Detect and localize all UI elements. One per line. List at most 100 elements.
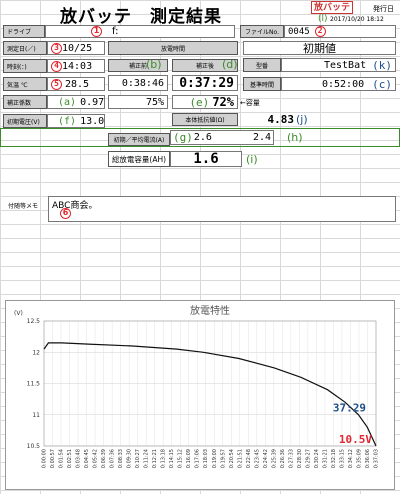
x-tick-label: 0:33:15: [339, 449, 345, 468]
correction-coef-field[interactable]: (a) 0.97: [47, 95, 105, 109]
file-no-label: ファイルNo.: [240, 25, 284, 38]
total-capacity-field[interactable]: 1.6: [170, 151, 242, 167]
time-value: 14:03: [62, 60, 93, 72]
current-field[interactable]: (g) 2.6 2.4: [170, 130, 274, 145]
temperature-field[interactable]: 5 28.5: [47, 77, 105, 91]
x-tick-label: 0:26:36: [280, 449, 286, 468]
capacity-percent-value: 72%: [212, 95, 234, 109]
correction-coef-value: 0.97: [80, 96, 105, 108]
marker-6: 6: [60, 208, 71, 219]
x-tick-label: 0:05:42: [93, 449, 99, 468]
y-tick-label: 12.5: [27, 318, 41, 325]
datetime-marker: (l): [318, 14, 328, 24]
plot-area: [43, 320, 377, 447]
x-tick-label: 0:07:36: [110, 449, 116, 468]
percent-field[interactable]: 75%: [108, 95, 168, 109]
marker-2: 2: [314, 26, 326, 37]
post-correction-field[interactable]: 0:37:29: [172, 75, 238, 91]
marker-1: 1: [91, 26, 102, 37]
y-tick-label: 11: [32, 412, 40, 419]
x-tick-label: 0:28:30: [297, 449, 303, 468]
initial-voltage-label: 初期電圧(V): [3, 114, 47, 128]
y-tick-label: 10.5: [27, 443, 41, 450]
average-current-value: 2.4: [252, 132, 271, 143]
file-number-field[interactable]: 0045 2: [284, 25, 396, 38]
memo-value: ABC商会。: [52, 201, 98, 211]
model-field[interactable]: TestBat (k): [281, 58, 396, 72]
marker-i: (i): [246, 153, 258, 166]
x-tick-label: 0:19:00: [212, 449, 218, 468]
x-tick-label: 0:03:48: [76, 449, 82, 468]
resistance-field[interactable]: 4.83: [238, 113, 296, 126]
x-tick-label: 0:29:27: [305, 449, 311, 468]
discharge-chart: 放電特性 (V) 12.5 12 11.5 11 10.5 0:00:00 0:00:57 0:0…: [5, 300, 395, 490]
x-tick-label: 0:34:12: [348, 449, 354, 468]
chart-title: 放電特性: [190, 304, 230, 317]
time-field[interactable]: 4 14:03: [47, 59, 105, 73]
x-tick-label: 0:18:03: [203, 449, 209, 468]
x-tick-label: 0:02:51: [67, 449, 73, 468]
x-tick-label: 0:19:57: [220, 449, 226, 468]
pre-correction-field[interactable]: 0:38:46: [108, 75, 168, 91]
drive-label: ドライブ: [3, 25, 45, 38]
x-tick-label: 0:27:33: [288, 449, 294, 468]
total-capacity-label: 総放電容量(AH): [108, 151, 170, 167]
drive-field[interactable]: 1 f:: [45, 25, 235, 38]
x-tick-label: 0:30:24: [314, 449, 320, 468]
x-tick-label: 0:22:48: [246, 449, 252, 468]
resistance-label: 本体抵抗値(Ω): [172, 113, 238, 126]
x-tick-label: 0:13:18: [161, 449, 167, 468]
x-tick-label: 0:32:18: [331, 449, 337, 468]
x-tick-label: 0:12:21: [152, 449, 158, 468]
x-tick-label: 0:31:21: [322, 449, 328, 468]
total-capacity-value: 1.6: [193, 151, 219, 167]
file-number-value: 0045: [288, 26, 310, 37]
x-tick-label: 0:04:45: [84, 449, 90, 468]
x-tick-label: 0:14:15: [169, 449, 175, 468]
x-tick-label: 0:01:54: [59, 449, 65, 468]
temperature-value: 28.5: [65, 78, 90, 90]
cutoff-annotation: 10.5V: [339, 433, 372, 446]
date-field[interactable]: 3 10/25: [47, 41, 105, 55]
base-time-field[interactable]: 0:52:00 (c): [281, 77, 396, 91]
temperature-label: 気温 ℃: [3, 77, 47, 91]
issue-date-label: 発行日: [373, 5, 394, 13]
x-tick-label: 0:24:42: [263, 449, 269, 468]
post-correction-value: 0:37:29: [179, 75, 234, 91]
marker-h: (h): [287, 131, 303, 144]
base-time-value: 0:52:00: [321, 78, 365, 90]
x-tick-label: 0:37:03: [374, 449, 380, 468]
current-label: 初期／平均電流(A): [108, 133, 170, 146]
initial-values-header: 初期値: [243, 41, 396, 55]
memo-label: 付随等メモ: [8, 203, 39, 210]
x-tick-label: 0:25:39: [271, 449, 277, 468]
marker-f: (f): [58, 115, 77, 127]
x-tick-label: 0:36:06: [365, 449, 371, 468]
marker-d: (d): [222, 58, 238, 71]
initial-current-value: 2.6: [193, 132, 212, 143]
marker-4: 4: [51, 60, 62, 72]
date-label: 測定日(／): [3, 41, 47, 55]
x-tick-label: 0:20:54: [229, 449, 235, 468]
x-tick-label: 0:09:30: [127, 449, 133, 468]
memo-field[interactable]: ABC商会。: [48, 196, 396, 222]
resistance-value: 4.83: [267, 113, 295, 126]
discharge-time-header: 放電時間: [108, 41, 238, 55]
x-tick-label: 0:06:39: [101, 449, 107, 468]
pre-correction-value: 0:38:46: [121, 77, 164, 89]
x-tick-label: 0:10:27: [135, 449, 141, 468]
issue-datetime: 2017/10/20 18:12: [330, 16, 384, 23]
marker-3: 3: [51, 42, 62, 54]
marker-j: (j): [296, 113, 308, 126]
capacity-percent-field[interactable]: (e) 72%: [172, 95, 238, 109]
model-value: TestBat: [323, 59, 367, 71]
x-tick-label: 0:15:12: [178, 449, 184, 468]
marker-g: (g): [173, 131, 193, 144]
initial-voltage-field[interactable]: (f) 13.06: [47, 114, 105, 128]
x-tick-label: 0:23:45: [254, 449, 260, 468]
y-axis-label: (V): [14, 310, 23, 317]
initial-voltage-value: 13.06: [80, 115, 105, 127]
pre-correction-label: 補正前: [108, 59, 168, 72]
date-value: 10/25: [62, 42, 93, 54]
model-label: 型番: [243, 58, 281, 72]
